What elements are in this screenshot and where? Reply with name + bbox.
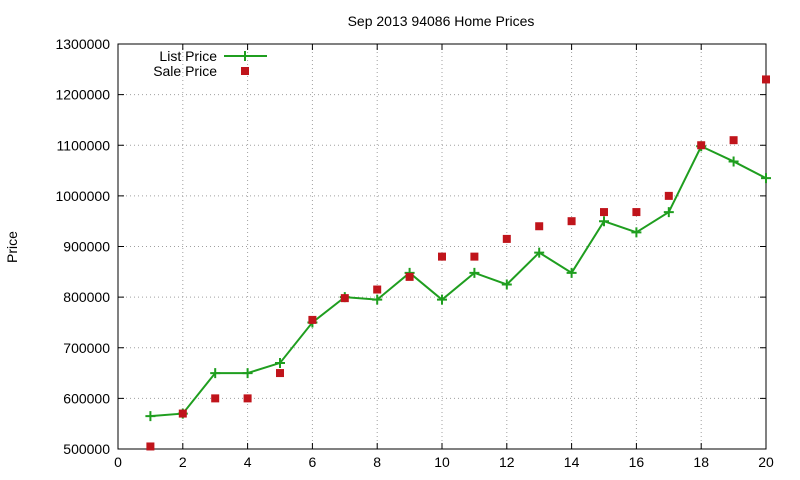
x-tick-label: 4	[244, 454, 252, 470]
data-point-square	[502, 234, 511, 243]
data-point-plus	[437, 294, 447, 305]
data-point-plus	[534, 247, 545, 258]
data-point-plus	[663, 207, 674, 218]
legend-label-list-price: List Price	[159, 48, 217, 64]
data-point-plus	[210, 368, 221, 379]
x-tick-label: 0	[114, 454, 122, 470]
data-point-square	[664, 191, 673, 200]
y-tick-label: 1300000	[55, 36, 110, 52]
data-point-square	[405, 272, 414, 281]
y-axis-label: Price	[4, 231, 20, 263]
data-point-square	[762, 75, 770, 84]
y-tick-label: 900000	[63, 239, 110, 255]
data-point-plus	[469, 267, 480, 278]
x-tick-label: 6	[309, 454, 317, 470]
y-tick-label: 700000	[63, 340, 110, 356]
data-point-plus	[631, 227, 642, 238]
x-tick-label: 8	[373, 454, 381, 470]
data-point-square	[340, 294, 349, 303]
data-point-square	[308, 315, 317, 324]
y-tick-label: 1100000	[57, 137, 111, 153]
legend-label-sale-price: Sale Price	[153, 63, 217, 79]
legend-marker-list-price	[240, 51, 250, 61]
x-tick-label: 16	[629, 454, 645, 470]
data-point-plus	[728, 156, 739, 167]
x-tick-label: 18	[693, 454, 709, 470]
data-point-square	[535, 222, 544, 231]
data-point-square	[373, 285, 382, 294]
data-point-plus	[761, 173, 771, 184]
data-point-plus	[145, 411, 156, 422]
x-tick-label: 14	[564, 454, 580, 470]
series-line	[150, 144, 767, 418]
data-point-plus	[242, 368, 253, 379]
y-tick-label: 800000	[63, 289, 110, 305]
data-point-plus	[599, 216, 609, 227]
data-point-square	[697, 141, 706, 150]
series	[145, 75, 771, 451]
y-tick-label: 1000000	[55, 188, 110, 204]
data-point-square	[146, 442, 155, 451]
legend: List Price Sale Price	[153, 48, 267, 79]
data-point-square	[178, 409, 187, 418]
data-point-square	[276, 369, 284, 378]
y-tick-label: 600000	[63, 390, 110, 406]
data-point-square	[632, 208, 641, 217]
x-tick-label: 12	[499, 454, 515, 470]
data-point-square	[438, 252, 446, 261]
series-list-price	[145, 141, 771, 422]
series-sale-price	[146, 75, 770, 451]
data-point-square	[729, 136, 738, 145]
data-point-square	[211, 394, 220, 403]
x-tick-label: 10	[434, 454, 450, 470]
y-tick-label: 1200000	[55, 87, 110, 103]
data-point-square	[567, 217, 576, 226]
x-tick-label: 2	[179, 454, 187, 470]
grid-lines	[118, 44, 766, 449]
axes: 0 2 4 6 8 10 12 14 16 18 20 500000 600000 700000 80000…	[55, 36, 774, 470]
data-point-plus	[372, 294, 383, 305]
data-point-square	[243, 394, 252, 403]
data-point-square	[600, 208, 608, 217]
data-point-plus	[275, 357, 285, 368]
data-point-plus	[501, 279, 512, 290]
x-tick-label: 20	[758, 454, 774, 470]
legend-marker-sale-price	[241, 67, 249, 75]
y-tick-label: 500000	[63, 441, 110, 457]
data-point-square	[470, 252, 479, 261]
chart-title: Sep 2013 94086 Home Prices	[348, 13, 535, 29]
data-point-plus	[566, 267, 577, 278]
